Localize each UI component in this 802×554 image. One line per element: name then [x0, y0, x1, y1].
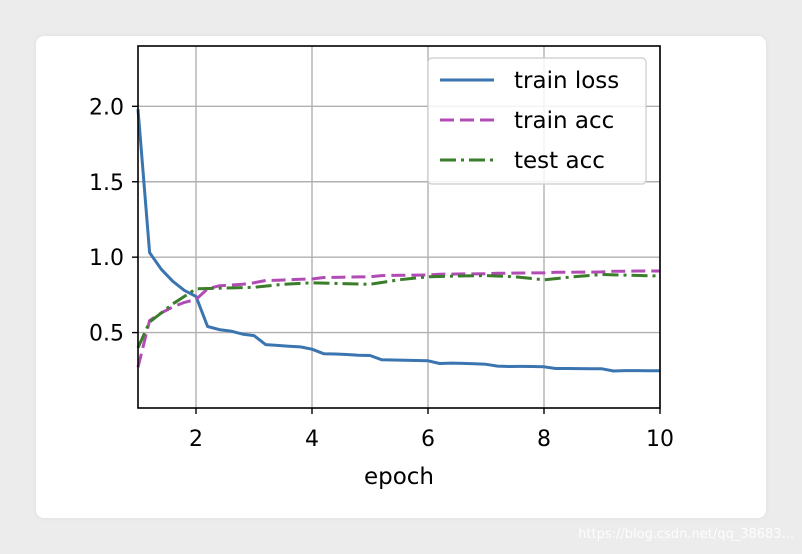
- legend-label-train-loss: train loss: [514, 68, 619, 94]
- watermark-text: https://blog.csdn.net/qq_38683...: [578, 527, 794, 542]
- legend-label-train-acc: train acc: [514, 108, 614, 134]
- x-axis-label: epoch: [364, 464, 434, 490]
- series-line-train-loss: [136, 109, 660, 373]
- y-tick-label: 2.0: [89, 95, 124, 120]
- series-lines: [136, 109, 661, 373]
- axis-ticks: 2 4 6 8 10 0.5 1.0 1.5 2.0: [89, 95, 674, 452]
- x-tick-label: 10: [646, 427, 674, 452]
- axes-frame: [137, 45, 661, 409]
- legend-label-test-acc: test acc: [514, 148, 605, 174]
- x-tick-label: 2: [189, 427, 203, 452]
- legend: train loss train acc test acc: [427, 57, 647, 185]
- x-tick-label: 4: [305, 427, 319, 452]
- x-tick-label: 8: [537, 427, 551, 452]
- legend-box: [427, 57, 647, 185]
- x-tick-label: 6: [421, 427, 435, 452]
- y-tick-label: 1.5: [89, 171, 124, 196]
- series-line-test-acc: [136, 273, 661, 349]
- series-line-train-acc: [136, 269, 660, 368]
- y-tick-label: 0.5: [89, 322, 124, 347]
- y-tick-label: 1.0: [89, 246, 124, 271]
